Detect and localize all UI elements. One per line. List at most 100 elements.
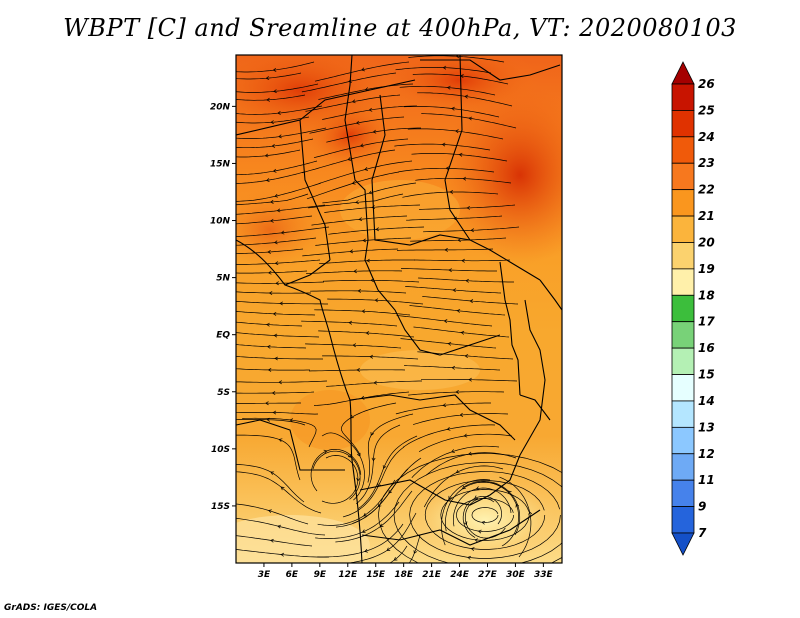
streamline xyxy=(424,480,546,550)
lat-tick-label: 5S xyxy=(217,388,230,398)
streamline-arrow xyxy=(274,193,279,198)
colorbar-label: 16 xyxy=(698,341,715,355)
streamline-arrow xyxy=(348,320,353,325)
streamline-arrow xyxy=(356,477,361,482)
grads-credit: GrADS: IGES/COLA xyxy=(4,603,98,613)
streamline-arrow xyxy=(444,247,448,252)
streamline-arrow xyxy=(374,298,379,303)
streamline-arrow xyxy=(462,176,467,181)
streamline-arrow xyxy=(464,354,469,358)
streamline-arrow xyxy=(386,547,391,551)
streamline-arrow xyxy=(515,503,520,508)
streamline xyxy=(409,471,561,559)
streamline xyxy=(236,291,311,294)
streamline-arrow xyxy=(464,94,469,99)
streamline-arrow xyxy=(477,529,482,534)
streamline-arrow xyxy=(363,512,367,517)
streamline-arrow xyxy=(469,299,474,304)
streamline-arrow xyxy=(474,495,478,499)
streamline-arrow xyxy=(446,85,451,90)
lon-tick-label: 21E xyxy=(422,570,442,580)
lon-tick-label: 24E xyxy=(450,570,470,580)
streamline-arrow xyxy=(365,331,370,335)
streamline-arrow xyxy=(271,144,276,148)
lon-tick-label: 30E xyxy=(506,570,526,580)
colorbar-label: 18 xyxy=(698,288,715,302)
streamline-arrow xyxy=(347,157,352,161)
colorbar-label: 14 xyxy=(698,394,715,408)
streamline-arrow xyxy=(274,240,278,245)
colorbar-label: 19 xyxy=(698,262,715,276)
lon-tick-label: 6E xyxy=(286,570,299,580)
streamline-arrow xyxy=(368,107,373,112)
streamline-arrow xyxy=(265,76,270,81)
streamline-arrow xyxy=(264,153,269,158)
streamline xyxy=(236,160,318,176)
streamline-arrow xyxy=(475,486,480,491)
streamline-arrow xyxy=(265,401,269,406)
streamline-arrow xyxy=(270,471,275,475)
streamline-arrow xyxy=(266,97,270,102)
lat-tick-label: 10N xyxy=(210,217,231,227)
lat-tick-label: 15S xyxy=(211,502,230,512)
streamline xyxy=(236,332,320,338)
lon-tick-label: 15E xyxy=(366,570,386,580)
streamline-arrow xyxy=(276,208,281,213)
streamline xyxy=(236,356,323,360)
streamline-arrow xyxy=(358,217,363,222)
colorbar-swatch xyxy=(671,83,695,111)
streamline-arrow xyxy=(370,431,374,436)
streamline-arrow xyxy=(377,503,382,508)
longitude-axis: 3E 6E 9E 12E 15E 18E 21E 24E 27E 30E 33E xyxy=(258,563,554,580)
streamline-arrow xyxy=(270,120,274,125)
streamline xyxy=(389,545,408,563)
streamline xyxy=(236,344,307,349)
streamline-arrow xyxy=(355,200,359,205)
streamline xyxy=(236,94,306,101)
streamline xyxy=(236,281,325,284)
streamline xyxy=(236,535,313,547)
colorbar-swatch xyxy=(671,242,695,270)
streamline xyxy=(393,462,562,563)
streamline xyxy=(440,489,530,541)
streamline-arrow xyxy=(275,281,279,286)
streamline-arrow xyxy=(379,523,384,528)
streamline-arrow xyxy=(466,206,471,210)
streamline-arrow xyxy=(455,390,459,394)
colorbar-label: 15 xyxy=(698,368,715,382)
lon-tick-label: 9E xyxy=(314,570,327,580)
streamline-arrow xyxy=(468,377,472,382)
streamline-arrow xyxy=(366,258,370,263)
streamline-arrow xyxy=(465,278,469,283)
streamline-arrow xyxy=(451,449,455,453)
streamline-arrow xyxy=(457,238,461,243)
streamline-arrow xyxy=(368,190,373,195)
streamline-arrow xyxy=(265,178,270,183)
streamline-arrow xyxy=(268,509,272,514)
colorbar-swatch xyxy=(671,215,695,243)
country-borders xyxy=(236,55,562,563)
streamline-arrow xyxy=(266,322,270,327)
streamline xyxy=(236,215,313,225)
colorbar-label: 23 xyxy=(698,156,715,170)
streamline-arrow xyxy=(373,380,378,385)
streamline-arrow xyxy=(289,418,294,423)
lat-tick-label: 10S xyxy=(211,445,230,455)
streamline-arrow xyxy=(274,356,278,361)
colorbar-swatch xyxy=(671,479,695,507)
lon-tick-label: 12E xyxy=(338,570,358,580)
lat-tick-label: EQ xyxy=(216,331,230,341)
streamline-arrow xyxy=(356,368,360,372)
streamline xyxy=(236,204,326,215)
streamline xyxy=(236,503,309,525)
colorbar-label: 17 xyxy=(698,315,715,329)
streamline-arrow xyxy=(278,134,282,139)
streamline-arrow xyxy=(459,412,464,417)
colorbar-swatch xyxy=(671,136,695,164)
streamline-arrow xyxy=(455,129,459,134)
streamline-arrow xyxy=(272,311,277,316)
colorbar-label: 11 xyxy=(698,473,715,487)
streamline-arrow xyxy=(280,552,285,557)
streamline-arrow xyxy=(353,269,357,274)
streamline-arrow xyxy=(349,249,354,254)
